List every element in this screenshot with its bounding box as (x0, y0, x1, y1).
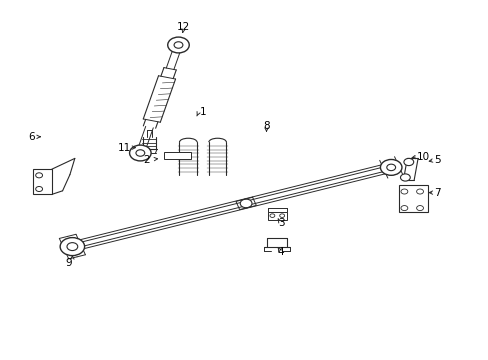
Circle shape (400, 206, 407, 211)
Circle shape (416, 189, 423, 194)
Circle shape (36, 173, 42, 178)
Circle shape (136, 150, 144, 156)
Text: 4: 4 (277, 247, 284, 257)
Text: 3: 3 (277, 218, 284, 228)
Text: 9: 9 (65, 258, 72, 268)
Text: 8: 8 (263, 121, 269, 131)
Circle shape (174, 42, 183, 48)
Text: 2: 2 (143, 155, 150, 165)
Circle shape (400, 189, 407, 194)
Circle shape (240, 199, 251, 208)
Circle shape (380, 159, 401, 175)
Circle shape (129, 145, 151, 161)
Circle shape (400, 174, 409, 181)
Circle shape (386, 164, 395, 171)
Bar (163, 152, 190, 159)
Circle shape (416, 206, 423, 211)
Text: 6: 6 (28, 132, 35, 142)
Text: 5: 5 (433, 155, 440, 165)
Bar (33, 169, 52, 194)
Text: 7: 7 (433, 188, 440, 198)
Circle shape (403, 158, 413, 166)
Circle shape (60, 238, 84, 256)
Text: 1: 1 (199, 107, 206, 117)
Circle shape (167, 37, 189, 53)
Circle shape (67, 243, 78, 251)
Text: 11: 11 (118, 143, 131, 153)
Bar (398, 185, 427, 212)
Text: 10: 10 (416, 152, 428, 162)
Circle shape (279, 214, 284, 217)
Circle shape (269, 214, 274, 217)
Circle shape (36, 186, 42, 192)
Text: 12: 12 (176, 22, 190, 32)
Bar (267, 212, 286, 220)
